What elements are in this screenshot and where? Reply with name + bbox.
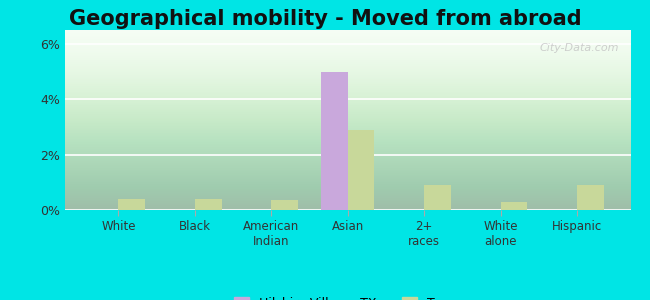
Bar xyxy=(118,199,145,210)
Bar xyxy=(195,199,222,210)
Bar xyxy=(271,200,298,210)
Text: City-Data.com: City-Data.com xyxy=(540,43,619,52)
Text: Geographical mobility - Moved from abroad: Geographical mobility - Moved from abroa… xyxy=(69,9,581,29)
Bar xyxy=(424,185,451,210)
Bar xyxy=(321,71,348,210)
Bar xyxy=(500,202,527,210)
Bar xyxy=(348,130,374,210)
Bar xyxy=(577,185,604,210)
Legend: Hilshire Village, TX, Texas: Hilshire Village, TX, Texas xyxy=(229,292,467,300)
